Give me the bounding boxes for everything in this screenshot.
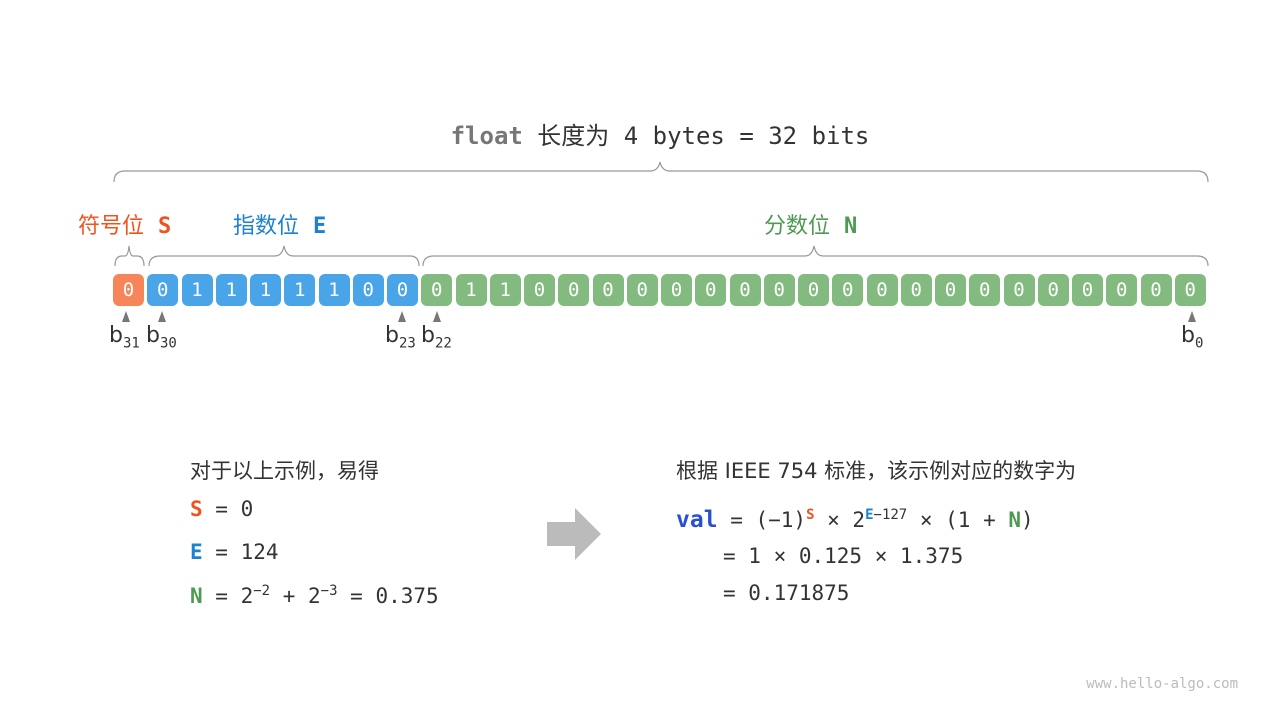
bit-cell-fraction: 0 — [832, 274, 864, 306]
formula-line-3: = 0.171875 — [723, 581, 850, 605]
label-b22: b22 — [421, 323, 452, 352]
bit-cell-exponent: 1 — [318, 274, 350, 306]
exponent-label: 指数位 E — [233, 214, 327, 239]
bit-cell-fraction: 0 — [421, 274, 453, 306]
bit-cell-fraction: 0 — [524, 274, 555, 306]
bit-cell-fraction: 0 — [661, 274, 692, 306]
bit-cell-exponent: 1 — [181, 274, 213, 306]
bit-cell-fraction: 0 — [798, 274, 829, 306]
bit-cell-fraction: 0 — [729, 274, 761, 306]
arrow-icon — [158, 311, 166, 322]
brace-exponent — [148, 245, 420, 267]
arrow-icon — [1188, 311, 1196, 322]
bit-cell-exponent: 1 — [284, 274, 316, 306]
label-b0: b0 — [1181, 323, 1204, 352]
watermark: www.hello-algo.com — [1086, 676, 1238, 692]
bit-cell-exponent: 0 — [147, 274, 179, 306]
label-b30: b30 — [146, 323, 177, 352]
bit-cell-fraction: 0 — [558, 274, 590, 306]
s-value: S = 0 — [190, 497, 254, 521]
bit-cell-sign: 0 — [113, 274, 144, 306]
formula-line-1: val = (−1)S × 2E−127 × (1 + N) — [676, 507, 1034, 533]
bit-cell-fraction: 0 — [1037, 274, 1069, 306]
braces — [113, 161, 1209, 267]
bit-cell-fraction: 0 — [969, 274, 1001, 306]
bit-cell-fraction: 0 — [592, 274, 624, 306]
brace-fraction — [422, 245, 1209, 267]
right-heading: 根据 IEEE 754 标准，该示例对应的数字为 — [676, 459, 1077, 483]
left-heading: 对于以上示例，易得 — [190, 459, 379, 483]
bit-cell-fraction: 1 — [455, 274, 487, 306]
bit-cell-fraction: 1 — [489, 274, 521, 306]
bit-cell-fraction: 0 — [1140, 274, 1172, 306]
right-arrow-icon — [547, 508, 601, 560]
bit-cell-fraction: 0 — [1174, 274, 1206, 306]
bit-cell-exponent: 0 — [352, 274, 384, 306]
label-b31: b31 — [109, 323, 140, 352]
arrow-icon — [122, 311, 130, 322]
e-value: E = 124 — [190, 540, 279, 564]
n-value: N = 2−2 + 2−3 = 0.375 — [190, 583, 439, 608]
bit-cell-fraction: 0 — [763, 274, 795, 306]
formula-line-2: = 1 × 0.125 × 1.375 — [723, 544, 964, 568]
bit-cell-exponent: 0 — [387, 274, 418, 306]
title: float 长度为 4 bytes = 32 bits — [450, 122, 870, 150]
bit-cell-fraction: 0 — [866, 274, 898, 306]
sign-label: 符号位 S — [78, 214, 172, 239]
label-b23: b23 — [385, 323, 416, 352]
bit-cell-fraction: 0 — [1003, 274, 1035, 306]
brace-total — [113, 161, 1209, 183]
brace-sign — [114, 245, 145, 267]
bit-cell-fraction: 0 — [1106, 274, 1138, 306]
bit-cell-fraction: 0 — [935, 274, 966, 306]
bit-cell-exponent: 1 — [250, 274, 281, 306]
bit-cell-fraction: 0 — [1072, 274, 1103, 306]
bit-cell-exponent: 1 — [215, 274, 247, 306]
bit-cell-fraction: 0 — [695, 274, 727, 306]
arrow-icon — [433, 311, 441, 322]
bit-cell-fraction: 0 — [626, 274, 658, 306]
arrow-icon — [398, 311, 406, 322]
fraction-label: 分数位 N — [764, 214, 858, 239]
bit-cell-fraction: 0 — [900, 274, 932, 306]
